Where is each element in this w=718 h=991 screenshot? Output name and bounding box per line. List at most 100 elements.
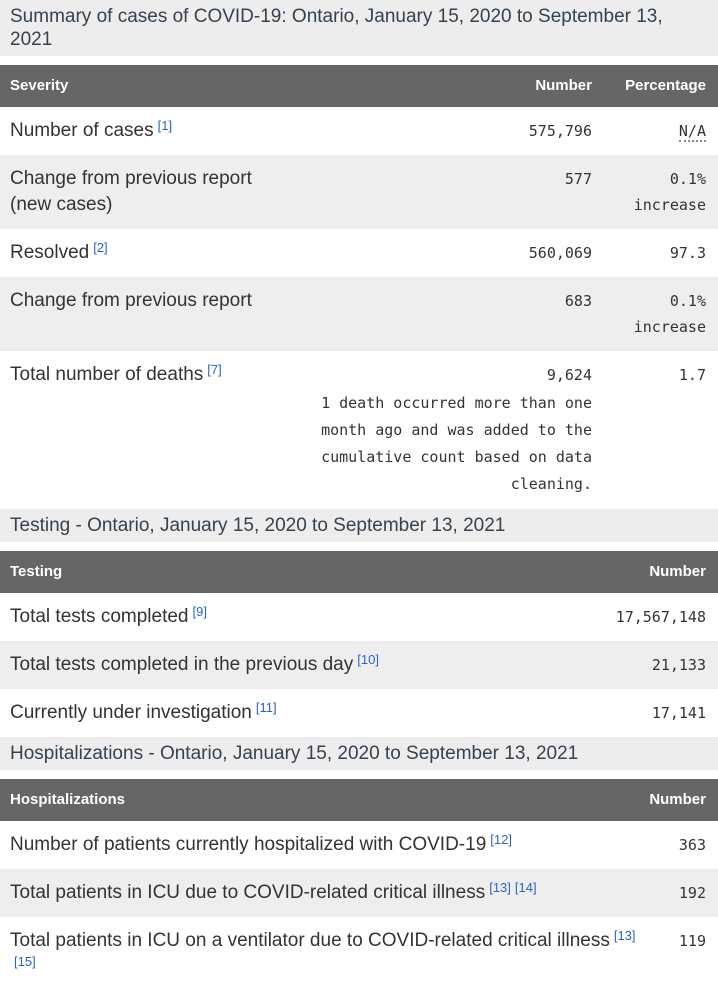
row-label-cell: Change from previous report xyxy=(0,277,290,351)
row-number: 683 xyxy=(564,292,592,310)
table-caption: Hospitalizations - Ontario, January 15, … xyxy=(0,737,718,770)
footnote-sup: [13] xyxy=(489,880,511,895)
data-table: Hospitalizations Number Number of patients… xyxy=(0,779,718,991)
row-number: 17,141 xyxy=(651,704,706,722)
row-label-cell: Total number of deaths [7] xyxy=(0,351,290,509)
row-number-cell: 17,141 xyxy=(560,689,718,737)
row-label: Change from previous report (new cases) xyxy=(10,168,252,215)
row-number: 9,624 xyxy=(546,366,592,384)
row-number-cell: 363 xyxy=(636,821,718,869)
footnote-link[interactable]: [7] xyxy=(207,362,222,377)
footnote-sup: [1] xyxy=(158,118,172,133)
header-row: Severity Number Percentage xyxy=(0,65,718,107)
table-section: Testing - Ontario, January 15, 2020 to S… xyxy=(0,509,718,737)
footnote-sup: [2] xyxy=(93,240,107,255)
footnote-sup: [14] xyxy=(515,880,537,895)
footnote-link[interactable]: [12] xyxy=(490,832,512,847)
row-number: 575,796 xyxy=(528,122,592,140)
row-label-cell: Total patients in ICU on a ventilator du… xyxy=(0,917,636,991)
footnote-sup: [7] xyxy=(207,362,221,377)
row-label-cell: Total patients in ICU due to COVID-relat… xyxy=(0,869,636,917)
row-number-cell: 577 xyxy=(290,155,592,229)
na-abbr: N/A xyxy=(678,122,706,142)
column-header: Hospitalizations xyxy=(0,779,636,821)
row-number: 192 xyxy=(678,884,706,902)
table-caption: Testing - Ontario, January 15, 2020 to S… xyxy=(0,509,718,542)
footnote-sup: [10] xyxy=(357,652,379,667)
table-row: Change from previous report (new cases) 5… xyxy=(0,155,718,229)
row-percentage-cell: 0.1% increase xyxy=(592,277,718,351)
row-number-cell: 560,069 xyxy=(290,229,592,277)
row-percentage-cell: N/A xyxy=(592,107,718,155)
row-label-cell: Total tests completed in the previous da… xyxy=(0,641,560,689)
row-number: 17,567,148 xyxy=(615,608,706,626)
row-label-cell: Currently under investigation [11] xyxy=(0,689,560,737)
header-row: Testing Number xyxy=(0,551,718,593)
column-header: Number xyxy=(636,779,718,821)
footnote-link[interactable]: [2] xyxy=(93,240,108,255)
table-row: Total tests completed in the previous da… xyxy=(0,641,718,689)
row-percentage-cell: 1.7 xyxy=(592,351,718,509)
row-label: Resolved xyxy=(10,242,90,263)
row-label: Total patients in ICU due to COVID-relat… xyxy=(10,882,486,903)
row-label: Change from previous report xyxy=(10,290,252,311)
row-number: 119 xyxy=(678,932,706,950)
row-number-cell: 21,133 xyxy=(560,641,718,689)
footnote-link[interactable]: [13] xyxy=(489,880,511,895)
column-header: Testing xyxy=(0,551,560,593)
row-label: Number of patients currently hospitalize… xyxy=(10,834,487,855)
table-caption: Summary of cases of COVID-19: Ontario, J… xyxy=(0,0,718,56)
row-number-cell: 119 xyxy=(636,917,718,991)
footnote-sup: [11] xyxy=(256,700,277,715)
row-number-cell: 683 xyxy=(290,277,592,351)
row-label: Total tests completed in the previous da… xyxy=(10,654,354,675)
table-row: Currently under investigation [11] 17,141 xyxy=(0,689,718,737)
table-row: Total number of deaths [7] 9,624 1 death oc… xyxy=(0,351,718,509)
row-percentage: 0.1% increase xyxy=(633,292,706,336)
table-row: Total patients in ICU due to COVID-relat… xyxy=(0,869,718,917)
column-header: Severity xyxy=(0,65,290,107)
data-table: Testing Number Total tests completed [9] 17,… xyxy=(0,551,718,737)
row-label: Total tests completed xyxy=(10,606,189,627)
row-number-cell: 17,567,148 xyxy=(560,593,718,641)
row-label: Total patients in ICU on a ventilator du… xyxy=(10,930,610,951)
footnote-link[interactable]: [11] xyxy=(255,700,277,715)
row-number-note: 1 death occurred more than one month ago… xyxy=(321,394,592,493)
row-percentage: 97.3 xyxy=(669,244,706,262)
column-header: Number xyxy=(560,551,718,593)
footnote-link[interactable]: [14] xyxy=(514,880,537,895)
footnote-sup: [12] xyxy=(490,832,512,847)
row-label: Currently under investigation xyxy=(10,702,252,723)
data-table: Severity Number Percentage Number of cases [… xyxy=(0,65,718,509)
row-label-cell: Resolved [2] xyxy=(0,229,290,277)
table-section: Summary of cases of COVID-19: Ontario, J… xyxy=(0,0,718,509)
footnote-link[interactable]: [15] xyxy=(14,954,36,969)
row-number: 577 xyxy=(564,170,592,188)
table-row: Number of patients currently hospitalize… xyxy=(0,821,718,869)
footnote-sup: [13] xyxy=(614,928,636,943)
column-header: Number xyxy=(290,65,592,107)
table-row: Total tests completed [9] 17,567,148 xyxy=(0,593,718,641)
row-label-cell: Number of cases [1] xyxy=(0,107,290,155)
row-label-cell: Number of patients currently hospitalize… xyxy=(0,821,636,869)
footnote-sup: [9] xyxy=(192,604,206,619)
table-row: Change from previous report 683 0.1% incre… xyxy=(0,277,718,351)
footnote-link[interactable]: [13] xyxy=(613,928,636,943)
row-number: 363 xyxy=(678,836,706,854)
row-percentage-cell: 97.3 xyxy=(592,229,718,277)
footnote-link[interactable]: [10] xyxy=(357,652,379,667)
row-number-cell: 192 xyxy=(636,869,718,917)
row-number-cell: 575,796 xyxy=(290,107,592,155)
footnote-link[interactable]: [9] xyxy=(192,604,207,619)
footnote-sup: [15] xyxy=(14,954,36,969)
row-label: Number of cases xyxy=(10,120,154,141)
row-number-cell: 9,624 1 death occurred more than one mont… xyxy=(290,351,592,509)
row-number: 560,069 xyxy=(528,244,592,262)
row-percentage-cell: 0.1% increase xyxy=(592,155,718,229)
footnote-link[interactable]: [1] xyxy=(157,118,173,133)
row-number: 21,133 xyxy=(651,656,706,674)
row-label-cell: Change from previous report (new cases) xyxy=(0,155,290,229)
column-header: Percentage xyxy=(592,65,718,107)
table-row: Total patients in ICU on a ventilator du… xyxy=(0,917,718,991)
